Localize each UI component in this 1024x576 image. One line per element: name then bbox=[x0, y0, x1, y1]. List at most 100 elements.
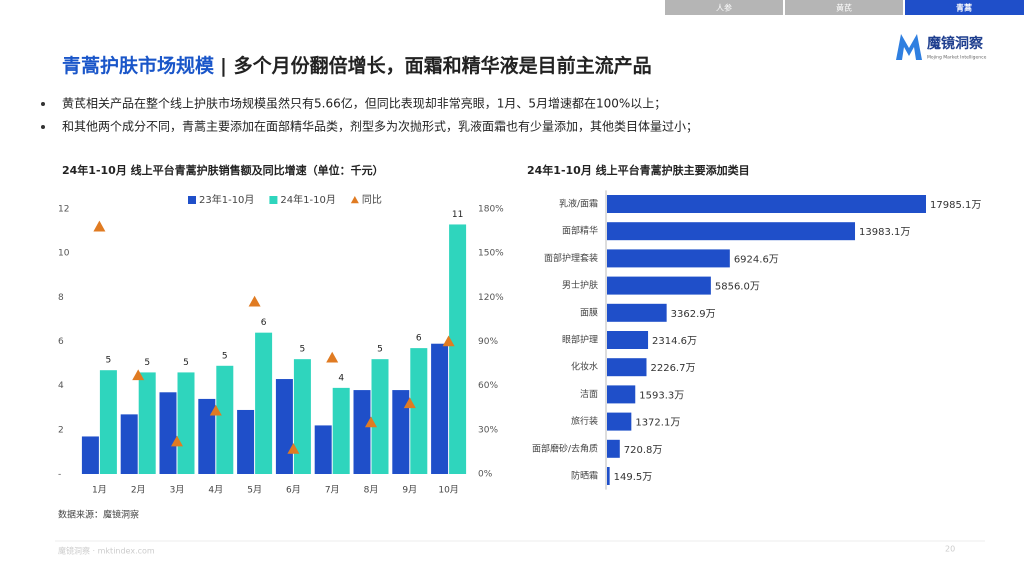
x-tick-label: 1月 bbox=[92, 485, 107, 496]
category-label: 男士护肤 bbox=[562, 279, 598, 291]
y2-tick-label: 90% bbox=[478, 337, 498, 347]
marker bbox=[326, 351, 339, 363]
category-label: 旅行装 bbox=[571, 415, 598, 427]
y2-tick-label: 150% bbox=[478, 249, 504, 259]
bar bbox=[138, 372, 156, 474]
bar bbox=[198, 398, 216, 474]
y-tick-label: 8 bbox=[58, 293, 64, 303]
value-label: 5 bbox=[300, 345, 306, 355]
bar bbox=[607, 358, 647, 377]
value-label: 11 bbox=[452, 210, 463, 220]
footer-site: 魔镜洞察 · mktindex.com bbox=[58, 546, 155, 556]
chart-title: 24年1-10月 线上平台青蒿护肤销售额及同比增速（单位：千元） bbox=[62, 163, 384, 177]
nav-tab-label[interactable]: 黄芪 bbox=[836, 3, 852, 13]
y-tick-label: 2 bbox=[58, 425, 64, 435]
category-label: 眼部护理 bbox=[562, 334, 598, 346]
bar bbox=[177, 372, 195, 474]
bar bbox=[607, 303, 667, 322]
bar bbox=[159, 392, 177, 474]
category-label: 面部精华 bbox=[562, 225, 598, 237]
bar bbox=[237, 409, 255, 474]
y-tick-label: 6 bbox=[58, 337, 64, 347]
value-label: 5 bbox=[183, 358, 189, 368]
y-tick-label: 12 bbox=[58, 205, 69, 215]
bar bbox=[607, 412, 632, 431]
nav-tab-label[interactable]: 人参 bbox=[716, 3, 732, 13]
legend-swatch bbox=[188, 196, 196, 204]
marker bbox=[209, 404, 222, 416]
x-tick-label: 2月 bbox=[131, 485, 146, 496]
bar bbox=[607, 331, 649, 349]
nav-tab[interactable] bbox=[665, 0, 783, 15]
legend-label: 23年1-10月 bbox=[199, 193, 254, 206]
marker bbox=[442, 335, 455, 347]
y2-tick-label: 0% bbox=[478, 470, 493, 480]
value-label: 5856.0万 bbox=[715, 282, 760, 293]
nav-tab-label[interactable]: 青蒿 bbox=[956, 3, 972, 13]
value-label: 4 bbox=[338, 373, 344, 383]
bar bbox=[371, 359, 389, 474]
bar bbox=[120, 414, 138, 474]
page-number: 20 bbox=[945, 545, 955, 554]
category-label: 面膜 bbox=[580, 307, 598, 318]
bar bbox=[410, 348, 428, 474]
x-tick-label: 8月 bbox=[364, 485, 379, 496]
bar bbox=[314, 425, 332, 474]
bar bbox=[99, 370, 117, 474]
marker bbox=[93, 220, 106, 232]
bar bbox=[216, 365, 234, 474]
value-label: 3362.9万 bbox=[671, 309, 716, 320]
y2-tick-label: 30% bbox=[478, 425, 498, 435]
bar bbox=[392, 390, 410, 474]
bar bbox=[332, 387, 350, 474]
value-label: 5 bbox=[222, 351, 228, 361]
marker bbox=[287, 442, 300, 454]
y-tick-label: 10 bbox=[58, 249, 70, 259]
chart-title: 24年1-10月 线上平台青蒿护肤主要添加类目 bbox=[527, 163, 750, 177]
marker bbox=[171, 435, 183, 447]
logo-tagline: Mojing Market Intelligence bbox=[927, 55, 987, 61]
bullet-dot bbox=[41, 102, 45, 106]
marker bbox=[248, 295, 261, 307]
bar bbox=[353, 390, 371, 474]
category-label: 面部护理套装 bbox=[544, 252, 598, 264]
category-label: 乳液/面霜 bbox=[559, 198, 598, 210]
bullet-text: 黄芪相关产品在整个线上护肤市场规模虽然只有5.66亿，但同比表现却非常亮眼，1月… bbox=[62, 96, 666, 111]
value-label: 13983.1万 bbox=[859, 227, 910, 238]
legend-swatch bbox=[269, 196, 278, 204]
x-tick-label: 7月 bbox=[325, 485, 340, 496]
marker bbox=[403, 397, 416, 409]
value-label: 6 bbox=[416, 334, 422, 344]
value-label: 17985.1万 bbox=[930, 200, 981, 211]
y2-tick-label: 180% bbox=[478, 205, 504, 215]
nav-tab[interactable] bbox=[785, 0, 903, 15]
x-tick-label: 3月 bbox=[170, 485, 185, 496]
page-title: 青蒿护肤市场规模 | 多个月份翻倍增长，面霜和精华液是目前主流产品 bbox=[62, 54, 652, 77]
bar bbox=[607, 249, 730, 268]
value-label: 2226.7万 bbox=[650, 363, 695, 374]
y-tick-label: - bbox=[58, 470, 61, 480]
legend-label: 同比 bbox=[362, 194, 382, 206]
y2-tick-label: 60% bbox=[478, 381, 498, 391]
marker bbox=[365, 416, 377, 428]
bar bbox=[607, 222, 856, 241]
bar bbox=[607, 195, 926, 213]
bullet-text: 和其他两个成分不同，青蒿主要添加在面部精华品类，剂型多为次抛形式，乳液面霜也有少… bbox=[62, 119, 698, 134]
bar bbox=[431, 343, 449, 474]
value-label: 6 bbox=[261, 318, 267, 328]
value-label: 1593.3万 bbox=[639, 390, 684, 401]
logo-icon bbox=[896, 34, 922, 60]
title-text: | 多个月份翻倍增长，面霜和精华液是目前主流产品 bbox=[220, 54, 652, 77]
bar bbox=[81, 436, 99, 474]
value-label: 5 bbox=[106, 356, 112, 366]
legend-label: 24年1-10月 bbox=[280, 193, 335, 206]
value-label: 5 bbox=[144, 358, 150, 368]
category-label: 化妆水 bbox=[571, 361, 598, 373]
bar bbox=[449, 224, 467, 474]
bar bbox=[607, 439, 620, 458]
bar bbox=[607, 467, 610, 485]
x-tick-label: 4月 bbox=[208, 485, 223, 496]
marker bbox=[132, 369, 145, 381]
nav-tab-active[interactable] bbox=[905, 0, 1024, 15]
